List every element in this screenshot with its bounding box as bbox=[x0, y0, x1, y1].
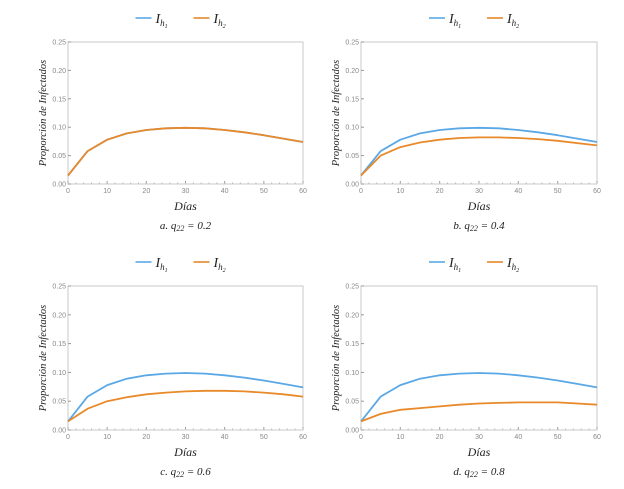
panel-a: 0 10 20 30 40 50 60 0.00 0.05 0.10 0.15 0.20 0.25 Día… bbox=[38, 12, 307, 233]
x-tick-label: 40 bbox=[221, 434, 229, 441]
plot-frame bbox=[360, 285, 598, 431]
series-line-I_h1 bbox=[360, 372, 598, 422]
y-tick-label: 0.10 bbox=[52, 370, 66, 377]
legend-label-I_h1: Ih1 bbox=[155, 256, 168, 274]
legend-label-I_h2: Ih2 bbox=[506, 256, 519, 274]
y-tick-label: 0.15 bbox=[345, 341, 359, 348]
x-axis-label: Días bbox=[173, 199, 197, 213]
x-tick-label: 30 bbox=[182, 188, 190, 195]
y-tick-label: 0.00 bbox=[345, 428, 359, 435]
series-line-I_h1 bbox=[67, 126, 304, 177]
legend-label-I_h2: Ih2 bbox=[506, 12, 519, 30]
series-line-I_h1 bbox=[360, 126, 598, 177]
y-tick-label: 0.00 bbox=[52, 182, 66, 189]
y-tick-label: 0.05 bbox=[345, 399, 359, 406]
series-line-I_h2 bbox=[360, 136, 598, 177]
y-tick-label: 0.15 bbox=[52, 341, 66, 348]
y-tick-label: 0.15 bbox=[52, 96, 66, 103]
x-tick-label: 60 bbox=[593, 434, 601, 441]
x-tick-label: 10 bbox=[396, 434, 404, 441]
y-tick-label: 0.10 bbox=[345, 125, 359, 132]
legend-label-I_h1: Ih1 bbox=[448, 256, 461, 274]
panel-caption: b. q22 = 0.4 bbox=[453, 220, 505, 233]
x-tick-label: 20 bbox=[436, 434, 444, 441]
series-line-I_h2 bbox=[67, 389, 304, 423]
x-tick-label: 30 bbox=[475, 434, 483, 441]
panel-b: 0 10 20 30 40 50 60 0.00 0.05 0.10 0.15 0.20 0.25 Día… bbox=[331, 12, 601, 233]
x-tick-label: 30 bbox=[475, 188, 483, 195]
plot-frame bbox=[67, 41, 304, 185]
x-tick-label: 20 bbox=[142, 434, 150, 441]
y-axis-label: Proporción de Infectados bbox=[38, 60, 49, 168]
y-tick-label: 0.15 bbox=[345, 96, 359, 103]
panel-c: 0 10 20 30 40 50 60 0.00 0.05 0.10 0.15 0.20 0.25 Día… bbox=[38, 256, 307, 479]
y-tick-label: 0.20 bbox=[52, 68, 66, 75]
y-tick-label: 0.05 bbox=[345, 153, 359, 160]
y-tick-label: 0.20 bbox=[345, 312, 359, 319]
x-tick-label: 60 bbox=[299, 434, 307, 441]
y-tick-label: 0.10 bbox=[52, 125, 66, 132]
x-tick-label: 20 bbox=[142, 188, 150, 195]
y-tick-label: 0.20 bbox=[345, 68, 359, 75]
x-tick-label: 60 bbox=[299, 188, 307, 195]
legend-label-I_h1: Ih1 bbox=[155, 12, 168, 30]
x-axis-label: Días bbox=[467, 199, 491, 213]
legend-label-I_h2: Ih2 bbox=[213, 256, 226, 274]
plot-frame bbox=[360, 41, 598, 185]
y-tick-label: 0.25 bbox=[52, 40, 66, 47]
x-tick-label: 0 bbox=[66, 188, 70, 195]
x-tick-label: 60 bbox=[593, 188, 601, 195]
series-line-I_h2 bbox=[67, 126, 304, 177]
y-tick-label: 0.10 bbox=[345, 370, 359, 377]
x-tick-label: 10 bbox=[396, 188, 404, 195]
x-axis-label: Días bbox=[467, 445, 491, 459]
y-axis-label: Proporción de Infectados bbox=[331, 60, 342, 168]
x-axis-label: Días bbox=[173, 445, 197, 459]
x-tick-label: 50 bbox=[260, 188, 268, 195]
y-tick-label: 0.05 bbox=[52, 153, 66, 160]
x-tick-label: 40 bbox=[514, 434, 522, 441]
y-tick-label: 0.05 bbox=[52, 399, 66, 406]
y-axis-label: Proporción de Infectados bbox=[38, 305, 49, 413]
x-tick-label: 30 bbox=[182, 434, 190, 441]
series-line-I_h2 bbox=[360, 401, 598, 423]
x-tick-label: 0 bbox=[359, 434, 363, 441]
x-tick-label: 0 bbox=[66, 434, 70, 441]
legend-label-I_h1: Ih1 bbox=[448, 12, 461, 30]
panel-d: 0 10 20 30 40 50 60 0.00 0.05 0.10 0.15 0.20 0.25 Día… bbox=[331, 256, 601, 479]
y-tick-label: 0.25 bbox=[345, 40, 359, 47]
panel-caption: a. q22 = 0.2 bbox=[160, 220, 212, 233]
y-tick-label: 0.20 bbox=[52, 312, 66, 319]
x-tick-label: 50 bbox=[554, 434, 562, 441]
x-tick-label: 10 bbox=[103, 188, 111, 195]
y-tick-label: 0.25 bbox=[52, 284, 66, 291]
y-axis-label: Proporción de Infectados bbox=[331, 305, 342, 413]
y-tick-label: 0.25 bbox=[345, 284, 359, 291]
legend-label-I_h2: Ih2 bbox=[213, 12, 226, 30]
y-tick-label: 0.00 bbox=[345, 182, 359, 189]
x-tick-label: 40 bbox=[514, 188, 522, 195]
x-tick-label: 10 bbox=[103, 434, 111, 441]
x-tick-label: 20 bbox=[436, 188, 444, 195]
series-line-I_h1 bbox=[67, 372, 304, 422]
plot-frame bbox=[67, 285, 304, 431]
panel-caption: d. q22 = 0.8 bbox=[453, 466, 505, 479]
x-tick-label: 0 bbox=[359, 188, 363, 195]
x-tick-label: 50 bbox=[260, 434, 268, 441]
y-tick-label: 0.00 bbox=[52, 428, 66, 435]
x-tick-label: 40 bbox=[221, 188, 229, 195]
panel-caption: c. q22 = 0.6 bbox=[160, 466, 211, 479]
x-tick-label: 50 bbox=[554, 188, 562, 195]
